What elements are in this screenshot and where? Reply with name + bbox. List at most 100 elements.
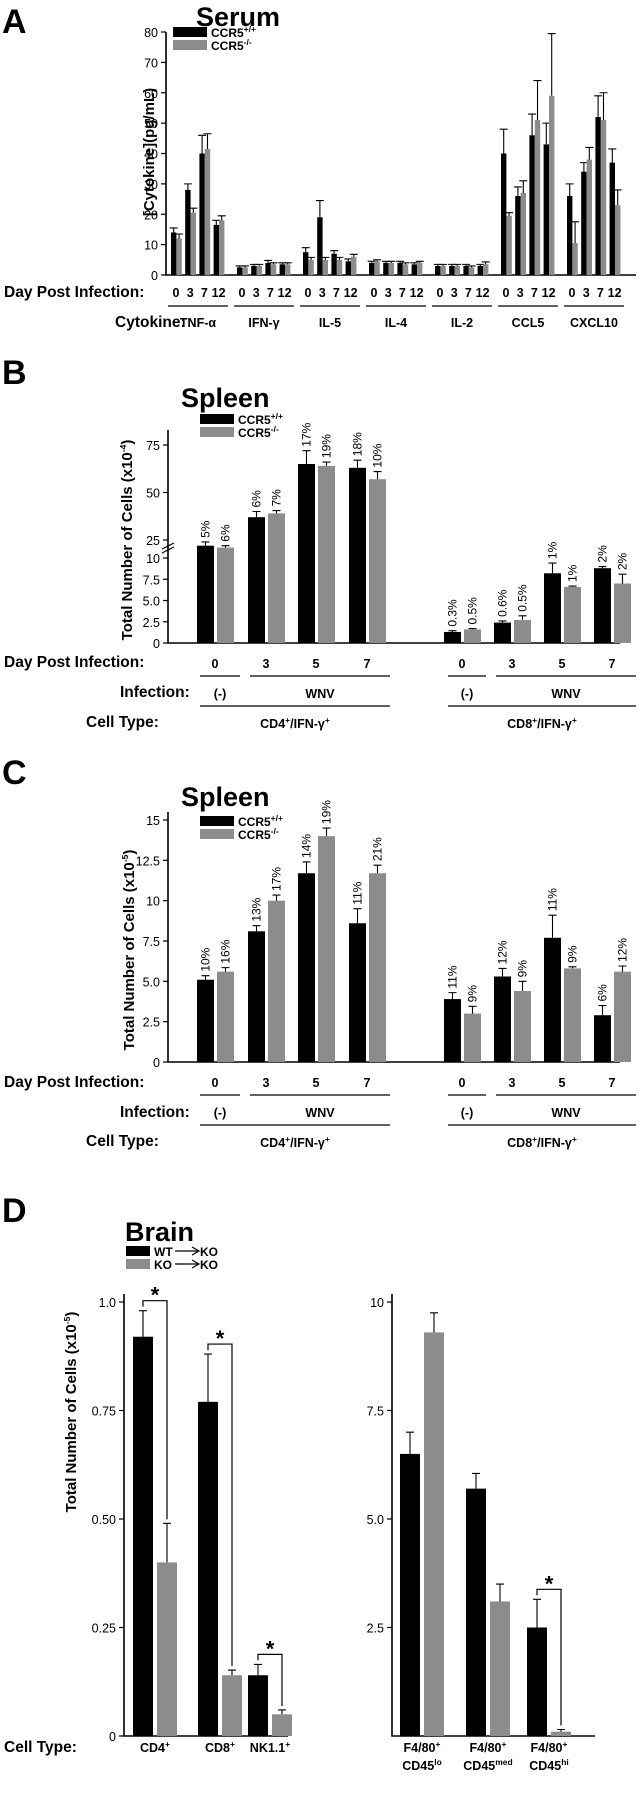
panel-b-error-2-wt xyxy=(302,450,311,464)
panel-a-day-5-0: 0 xyxy=(503,286,510,300)
panel-b-ytick-label-4: 10 xyxy=(146,552,160,566)
panel-c-pct-1-ko: 17% xyxy=(270,867,284,891)
panel-b-pct-1-wt: 6% xyxy=(250,490,264,508)
panel-c-pct-6-wt: 11% xyxy=(546,888,560,911)
panel-a-error-IL-5-d0-wt xyxy=(301,247,310,253)
panel-a-error-IL-4-d0-ko xyxy=(373,259,382,262)
panel-d-right-ytick-label-1: 5.0 xyxy=(367,1513,384,1527)
panel-b-day-4: 0 xyxy=(459,657,466,671)
panel-a-error-CXCL10-d12-wt xyxy=(608,148,617,163)
panel-b-bar-6-wt xyxy=(544,573,561,643)
panel-a-ytick-label-3: 30 xyxy=(144,178,158,192)
panel-c-pct-7-ko: 12% xyxy=(616,938,630,962)
panel-a-bar-TNF-α-d0-wt xyxy=(171,232,177,275)
panel-d-right-bar-2-wt xyxy=(527,1627,547,1736)
panel-d-left-bar-0-ko xyxy=(157,1562,177,1736)
panel-a-error-IL-4-d7-wt xyxy=(396,260,405,263)
panel-a-day-3-2: 7 xyxy=(399,286,406,300)
panel-a-bar-IL-4-d3-ko xyxy=(388,262,394,275)
panel-c-error-2-ko xyxy=(322,827,331,837)
panel-a-error-IL-2-d12-wt xyxy=(476,263,485,266)
panel-a-bar-IL-2-d3-wt xyxy=(449,265,455,275)
panel-a-bar-TNF-α-d7-wt xyxy=(199,153,205,275)
panel-c-ytick-label-6: 15 xyxy=(146,814,160,828)
panel-a-bar-IL-5-d0-wt xyxy=(303,252,309,275)
panel-a-bar-IL-5-d3-ko xyxy=(322,259,328,275)
panel-a-error-CXCL10-d3-wt xyxy=(579,162,588,172)
panel-c-bar-0-ko xyxy=(217,971,234,1062)
panel-b-day-6: 5 xyxy=(559,657,566,671)
panel-a-day-1-1: 3 xyxy=(253,286,260,300)
panel-c-bar-0-wt xyxy=(197,979,214,1062)
panel-d: D Brain Total Number of Cells (x10-5) WT… xyxy=(2,1192,595,1773)
panel-a-error-IFN-γ-d0-ko xyxy=(241,265,250,268)
panel-c-ytick-label-4: 10 xyxy=(146,895,160,909)
panel-a-day-2-3: 12 xyxy=(344,286,358,300)
panel-a-bar-CCL5-d12-wt xyxy=(543,144,549,275)
panel-b-bar-2-wt xyxy=(298,464,315,643)
panel-a-day-1-2: 7 xyxy=(267,286,274,300)
panel-c-error-0-ko xyxy=(221,967,230,972)
panel-c-error-5-ko xyxy=(518,980,527,992)
panel-d-right-ytick-label-0: 2.5 xyxy=(367,1622,384,1636)
panel-d-left-ytick-label-1: 0.25 xyxy=(92,1622,116,1636)
panel-a-error-CXCL10-d12-ko xyxy=(613,189,622,206)
panel-c-infection-1: WNV xyxy=(305,1106,335,1120)
panel-c-bar-5-ko xyxy=(514,991,531,1062)
panel-b-ytick-label-1: 2.5 xyxy=(143,616,160,630)
panel-c-error-2-wt xyxy=(302,861,311,874)
panel-a-ytick-label-8: 80 xyxy=(144,26,158,40)
panel-a-ytick-label-0: 0 xyxy=(151,269,158,283)
panel-a-bar-IL-4-d12-wt xyxy=(411,264,417,275)
panel-d-legend-swatch-1 xyxy=(126,1259,150,1269)
panel-a-day-6-2: 7 xyxy=(597,286,604,300)
panel-b-infection-2: (-) xyxy=(461,687,474,701)
panel-d-left-sig-star-2: * xyxy=(266,1636,275,1661)
panel-d-left-bar-1-ko xyxy=(222,1675,242,1736)
panel-d-left-error-1-ko xyxy=(228,1669,236,1676)
panel-b-legend: CCR5+/+CCR5-/- xyxy=(200,411,283,440)
panel-b-row-infection-label: Infection: xyxy=(120,684,190,701)
panel-c-pct-7-wt: 6% xyxy=(596,984,610,1002)
panel-a-bar-CCL5-d7-ko xyxy=(534,120,541,276)
panel-a-bar-CCL5-d0-ko xyxy=(506,215,512,275)
panel-a-bar-IL-2-d7-ko xyxy=(468,267,475,275)
panel-b-pct-0-ko: 6% xyxy=(219,524,233,542)
panel-a-error-IFN-γ-d3-ko xyxy=(255,263,264,266)
panel-d-legend-arrow-1 xyxy=(175,1259,201,1269)
panel-a-title: Serum xyxy=(196,2,280,32)
panel-b-axis-break xyxy=(161,542,175,554)
panel-d-right-category-line2-1: CD45med xyxy=(463,1757,512,1773)
panel-a-error-CCL5-d0-ko xyxy=(505,212,514,216)
panel-b-pct-2-wt: 17% xyxy=(300,422,314,446)
panel-b-day-1: 3 xyxy=(263,657,270,671)
panel-a-error-CCL5-d12-wt xyxy=(542,122,551,145)
panel-b-bar-3-wt xyxy=(349,467,366,643)
panel-a-day-0-3: 12 xyxy=(212,286,226,300)
panel-c-pct-4-wt: 11% xyxy=(446,965,460,988)
panel-d-left-ytick-label-3: 0.75 xyxy=(92,1405,116,1419)
panel-d-left-category-2: NK1.1+ xyxy=(250,1739,290,1755)
panel-b-day-0: 0 xyxy=(212,657,219,671)
panel-d-ylabel: Total Number of Cells (x10-5) xyxy=(62,1312,80,1513)
panel-a-day-1-0: 0 xyxy=(239,286,246,300)
panel-a-bar-IFN-γ-d3-ko xyxy=(256,265,262,275)
panel-b-pct-5-ko: 0.5% xyxy=(516,584,530,612)
panel-c-day-0: 0 xyxy=(212,1076,219,1090)
panel-d-right-error-0-ko xyxy=(430,1312,438,1333)
panel-a-error-CCL5-d3-ko xyxy=(519,180,528,193)
panel-a-day-4-0: 0 xyxy=(437,286,444,300)
panel-b-pct-6-wt: 1% xyxy=(546,541,560,559)
panel-d-row-celltype-label: Cell Type: xyxy=(4,1739,77,1756)
panel-c-bar-3-ko xyxy=(369,873,386,1062)
panel-b: B Spleen Total Number of Cells (x10-4) C… xyxy=(2,354,636,731)
panel-d-right-category-2: F4/80+ xyxy=(531,1739,568,1755)
panel-c-error-3-ko xyxy=(373,864,382,874)
panel-c-legend-swatch-1 xyxy=(200,829,234,839)
panel-b-bar-7-wt xyxy=(594,568,611,643)
panel-a-error-IL-5-d7-wt xyxy=(330,250,339,254)
panel-c-error-6-wt xyxy=(548,914,557,938)
panel-c-bar-2-wt xyxy=(298,873,315,1062)
panel-c-legend-label-0: CCR5+/+ xyxy=(238,813,283,829)
